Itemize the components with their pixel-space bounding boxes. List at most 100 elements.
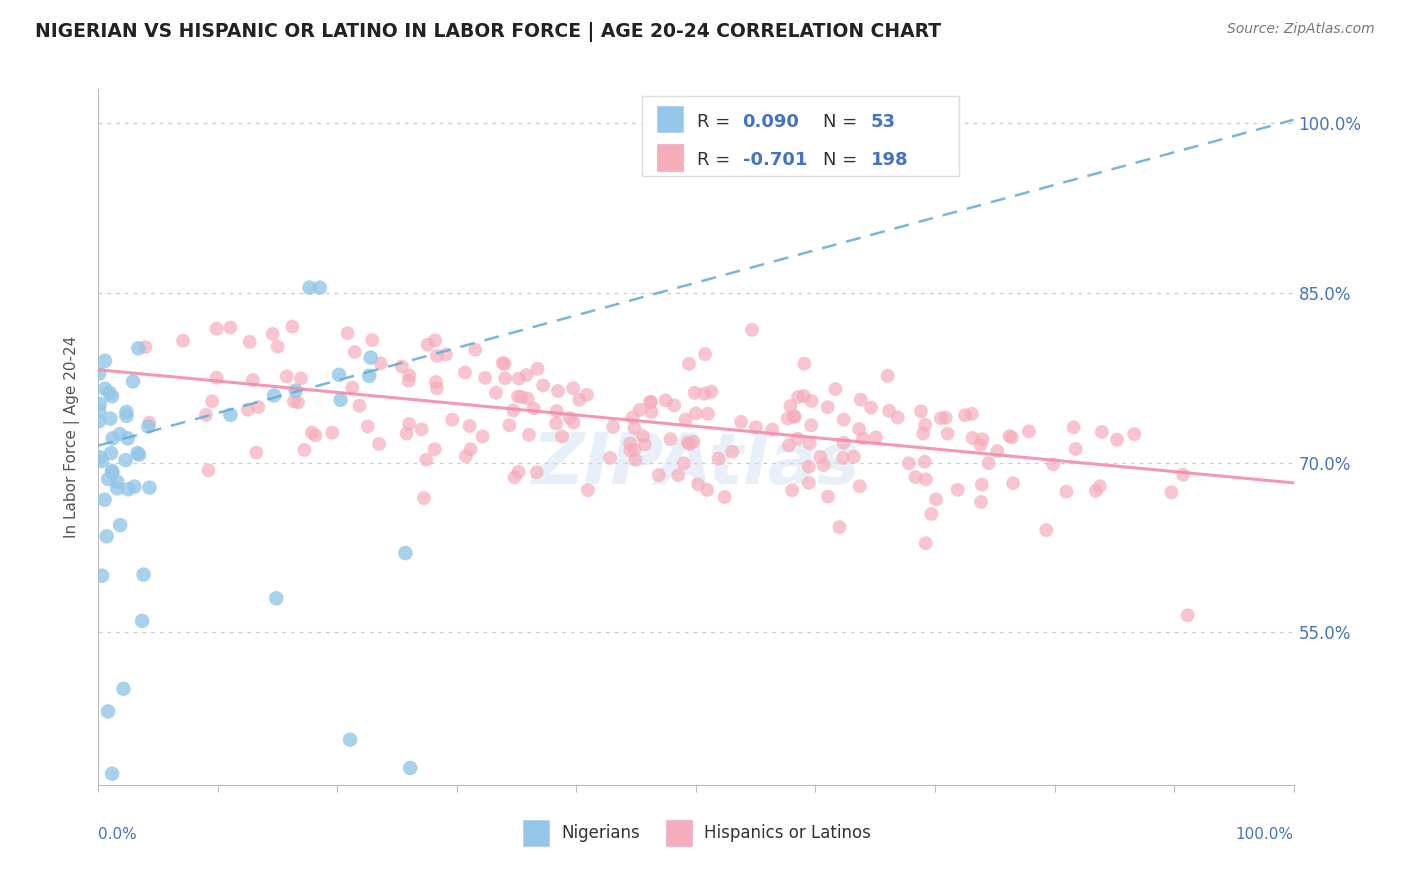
Point [800,394,823,409]
Point [599,450,621,465]
Point [640,405,662,419]
Point [780,483,803,498]
Point [817,490,839,504]
Point [127,446,149,460]
Point [94,382,117,396]
Point [1018,425,1040,439]
Point [623,421,645,435]
Point [516,392,538,406]
Bar [523,820,548,847]
Point [793,389,815,403]
Point [910,404,932,418]
Point [336,326,359,341]
Point [454,365,477,379]
Point [1042,458,1064,472]
Point [977,456,1000,470]
Point [778,438,800,452]
Point [813,458,835,472]
Point [962,431,984,445]
Point [101,466,124,480]
Point [970,477,993,491]
Point [1173,467,1195,482]
Point [787,390,810,404]
Point [131,614,153,628]
Point [946,483,969,497]
Point [526,465,548,479]
Point [412,491,434,505]
Point [551,429,574,443]
Point [628,402,651,417]
Point [510,390,533,404]
Point [562,381,585,395]
Point [828,520,851,534]
Point [713,490,735,504]
Point [562,416,585,430]
Point [236,402,259,417]
Point [842,450,865,464]
Point [128,448,150,462]
Point [679,437,702,451]
Point [1084,483,1107,498]
Point [394,546,416,560]
Point [89,397,111,411]
Point [693,386,716,401]
Point [682,434,704,449]
Point [832,450,855,465]
Point [360,351,382,365]
Point [195,408,218,422]
Point [101,766,124,780]
Point [329,392,352,407]
Point [1002,476,1025,491]
Point [391,359,413,374]
Point [779,399,801,413]
Text: 0.090: 0.090 [742,112,800,131]
Point [1064,442,1087,456]
Point [112,681,135,696]
Point [301,425,323,440]
Point [783,409,806,424]
Point [132,567,155,582]
Point [935,410,957,425]
Point [912,426,935,441]
Point [986,444,1008,458]
Point [848,479,870,493]
Point [1063,420,1085,434]
Point [91,568,114,582]
Point [138,416,160,430]
Point [675,412,697,426]
Point [290,371,312,385]
Point [998,429,1021,443]
Point [741,323,763,337]
Point [458,419,481,434]
Point [205,322,228,336]
Point [502,403,524,417]
Point [423,442,446,457]
Point [321,425,343,440]
Point [134,340,156,354]
Point [700,384,723,399]
Point [239,334,262,349]
Text: N =: N = [823,151,863,169]
Point [460,442,482,457]
Point [201,394,224,409]
Point [426,349,449,363]
Point [97,472,120,486]
Point [298,280,321,294]
Point [411,422,433,436]
Point [526,361,548,376]
Point [441,413,464,427]
Point [1123,427,1146,442]
Point [860,401,883,415]
Point [395,426,418,441]
Point [464,343,486,357]
Bar [657,145,683,170]
Point [1088,479,1111,493]
Point [89,367,111,381]
Point [693,347,716,361]
Point [817,400,839,414]
Text: 53: 53 [870,112,896,131]
Point [1105,433,1128,447]
Point [492,356,515,370]
Point [471,429,494,443]
Point [761,423,783,437]
